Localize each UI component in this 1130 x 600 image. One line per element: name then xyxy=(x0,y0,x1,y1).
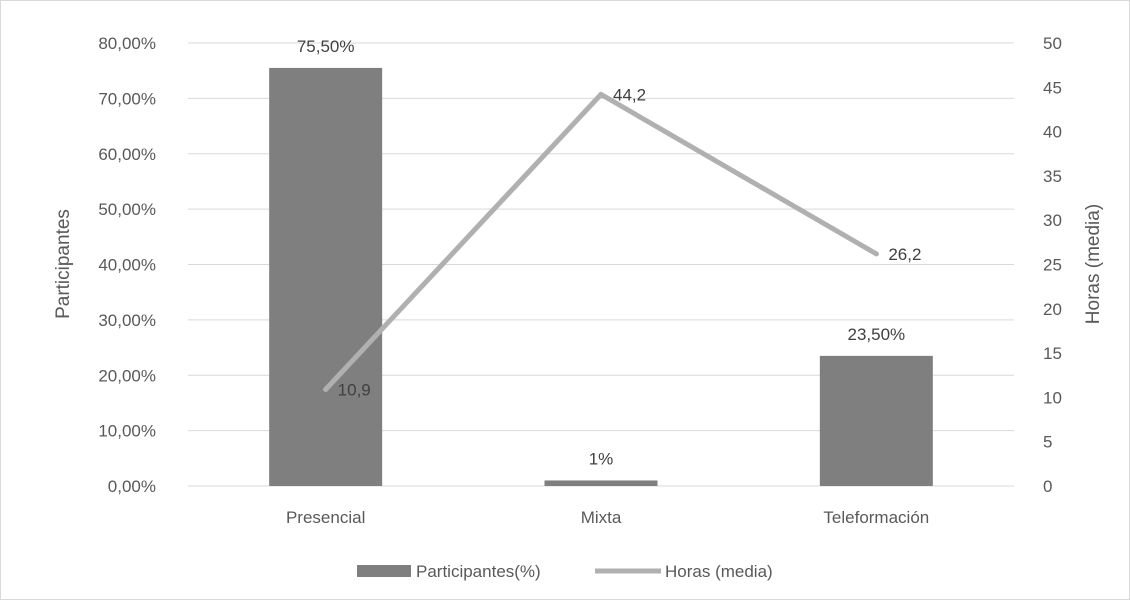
line-series xyxy=(323,91,879,392)
right-axis-title: Horas (media) xyxy=(1083,204,1104,324)
left-tick-label: 30,00% xyxy=(98,311,156,330)
bar-data-label: 75,50% xyxy=(297,37,355,56)
legend-swatch-participantes xyxy=(357,565,411,577)
bar-data-label: 23,50% xyxy=(847,325,905,344)
line-data-label: 44,2 xyxy=(613,85,646,104)
left-tick-label: 0,00% xyxy=(108,477,156,496)
legend: Participantes(%) Horas (media) xyxy=(357,562,773,581)
bar xyxy=(819,355,933,486)
category-label: Mixta xyxy=(581,508,622,527)
right-tick-label: 40 xyxy=(1043,123,1062,142)
left-tick-label: 10,00% xyxy=(98,422,156,441)
category-axis-labels: Presencial Mixta Teleformación xyxy=(286,508,929,527)
legend-label-participantes: Participantes(%) xyxy=(416,562,541,581)
line-point xyxy=(598,91,604,97)
left-axis-ticks: 0,00% 10,00% 20,00% 30,00% 40,00% 50,00% 60,00… xyxy=(98,34,156,496)
data-labels: 75,50% 1% 23,50% 10,9 44,2 26,2 xyxy=(297,37,922,469)
right-tick-label: 10 xyxy=(1043,388,1062,407)
right-tick-label: 5 xyxy=(1043,433,1052,452)
left-tick-label: 40,00% xyxy=(98,256,156,275)
left-tick-label: 60,00% xyxy=(98,145,156,164)
line-point xyxy=(323,386,329,392)
category-label: Presencial xyxy=(286,508,365,527)
left-axis-title: Participantes xyxy=(53,209,74,319)
bar-data-label: 1% xyxy=(589,449,614,468)
right-axis-ticks: 0 5 10 15 20 25 30 35 40 45 50 xyxy=(1043,34,1062,496)
bar xyxy=(269,67,383,486)
right-tick-label: 35 xyxy=(1043,167,1062,186)
left-tick-label: 80,00% xyxy=(98,34,156,53)
legend-label-horas: Horas (media) xyxy=(665,562,773,581)
right-tick-label: 45 xyxy=(1043,78,1062,97)
line-data-label: 10,9 xyxy=(338,380,371,399)
left-tick-label: 70,00% xyxy=(98,89,156,108)
line-data-label: 26,2 xyxy=(888,245,921,264)
right-tick-label: 50 xyxy=(1043,34,1062,53)
line-point xyxy=(873,251,879,257)
right-tick-label: 20 xyxy=(1043,300,1062,319)
right-tick-label: 0 xyxy=(1043,477,1052,496)
bar xyxy=(544,480,658,486)
right-tick-label: 25 xyxy=(1043,256,1062,275)
category-label: Teleformación xyxy=(823,508,929,527)
left-tick-label: 50,00% xyxy=(98,200,156,219)
line-path xyxy=(323,91,879,392)
right-tick-label: 30 xyxy=(1043,211,1062,230)
left-tick-label: 20,00% xyxy=(98,366,156,385)
right-tick-label: 15 xyxy=(1043,344,1062,363)
bar-series xyxy=(269,67,933,486)
